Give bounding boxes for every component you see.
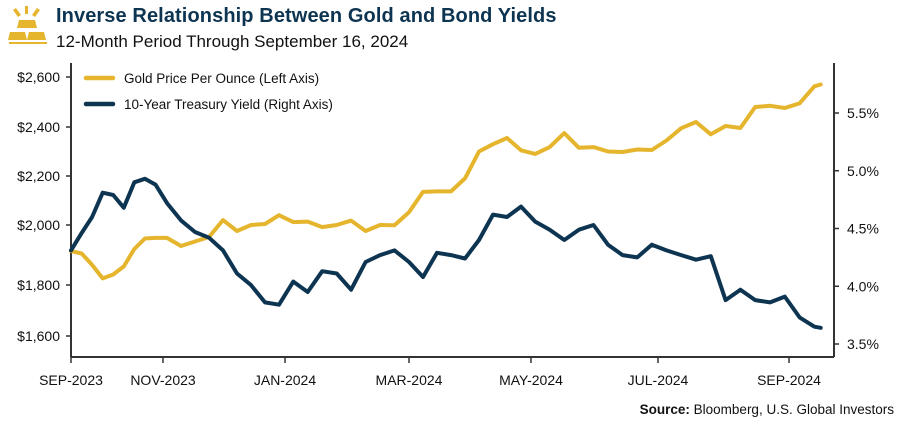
right-tick-label: 5.0% <box>847 163 879 179</box>
x-tick-label: JUL-2024 <box>628 372 689 388</box>
legend-label: Gold Price Per Ounce (Left Axis) <box>124 71 319 86</box>
x-tick-label: NOV-2023 <box>130 372 196 388</box>
treasury-yield-series <box>69 176 823 330</box>
left-tick-label: $2,400 <box>17 119 60 135</box>
x-tick-label: SEP-2023 <box>39 372 103 388</box>
gold-series <box>69 82 823 281</box>
right-tick-label: 4.0% <box>847 278 879 294</box>
series-line <box>69 176 823 330</box>
left-tick-label: $1,800 <box>17 277 60 293</box>
left-tick-label: $2,000 <box>17 217 60 233</box>
source-text: Bloomberg, U.S. Global Investors <box>689 402 894 417</box>
source-note: Source: Bloomberg, U.S. Global Investors <box>640 402 894 417</box>
x-tick-label: MAY-2024 <box>499 372 563 388</box>
source-label: Source: <box>639 402 690 417</box>
chart-subtitle: 12-Month Period Through September 16, 20… <box>56 32 409 51</box>
gold-bars-icon <box>8 6 47 44</box>
right-tick-label: 4.5% <box>847 221 879 237</box>
chart-title: Inverse Relationship Between Gold and Bo… <box>56 5 557 27</box>
x-tick-label: MAR-2024 <box>376 372 443 388</box>
left-tick-label: $2,600 <box>17 69 60 85</box>
right-tick-label: 3.5% <box>847 336 879 352</box>
x-tick-label: JAN-2024 <box>254 372 316 388</box>
legend-label: 10-Year Treasury Yield (Right Axis) <box>124 97 333 112</box>
left-tick-label: $1,600 <box>17 328 60 344</box>
x-tick-label: SEP-2024 <box>757 372 821 388</box>
right-tick-label: 5.5% <box>847 105 879 121</box>
series-line <box>69 82 823 281</box>
left-tick-label: $2,200 <box>17 168 60 184</box>
